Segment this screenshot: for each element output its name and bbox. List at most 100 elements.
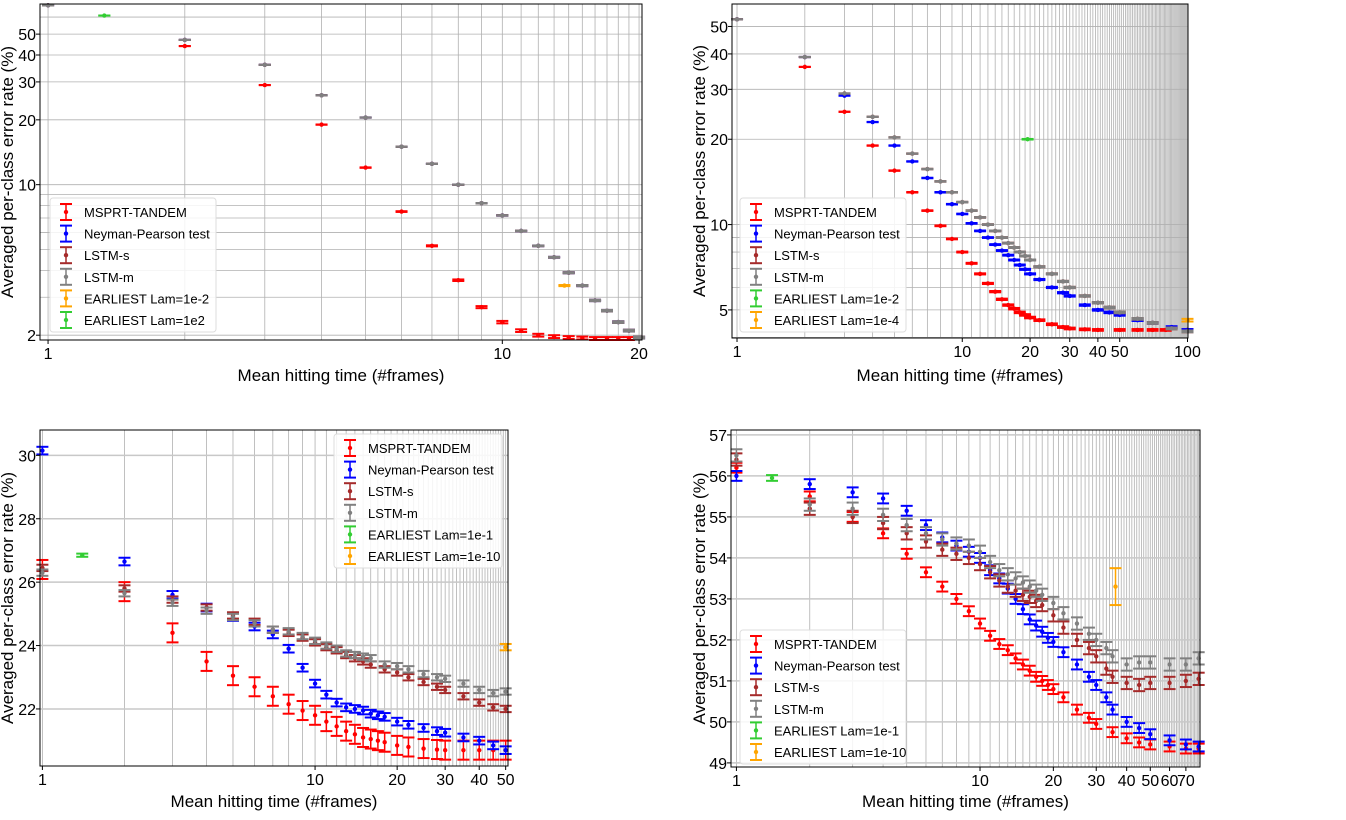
data-point: [357, 705, 370, 716]
data-point: [1016, 603, 1029, 616]
data-point: [921, 175, 934, 181]
data-point: [1024, 271, 1037, 277]
data-point: [309, 678, 322, 689]
data-point: [1179, 657, 1192, 672]
legend-entry: EARLIEST Lam=1e-10: [750, 743, 906, 761]
marker: [1110, 654, 1115, 659]
marker: [1039, 602, 1045, 608]
marker: [334, 646, 339, 651]
marker: [421, 746, 426, 751]
marker: [518, 228, 524, 234]
data-point: [487, 740, 500, 751]
data-point: [936, 580, 949, 593]
marker: [923, 531, 929, 536]
x-tick-label: 100: [1174, 344, 1201, 361]
marker: [1110, 707, 1115, 712]
data-point: [1100, 661, 1113, 676]
series-earliest-lam-1e-10: [499, 642, 512, 652]
y-tick-label: 40: [710, 47, 728, 64]
marker: [1136, 660, 1142, 665]
marker: [170, 630, 175, 636]
data-point: [457, 739, 470, 761]
data-point: [601, 308, 614, 313]
marker: [1027, 315, 1033, 320]
marker: [477, 738, 482, 743]
marker: [382, 662, 387, 667]
marker: [977, 561, 983, 567]
data-point: [1133, 722, 1146, 734]
data-point: [402, 665, 415, 674]
marker: [807, 481, 812, 487]
legend-label: Neyman-Pearson test: [84, 227, 210, 242]
data-point: [1033, 277, 1046, 282]
legend-label: EARLIEST Lam=1e-10: [774, 745, 906, 760]
data-point: [877, 507, 890, 523]
marker: [1136, 682, 1142, 688]
marker: [1167, 738, 1172, 743]
data-point: [473, 685, 486, 695]
data-point: [348, 704, 361, 714]
data-point: [730, 469, 743, 482]
legend-label: LSTM-s: [774, 680, 820, 695]
marker: [1086, 674, 1092, 680]
marker: [442, 730, 448, 735]
marker: [382, 714, 387, 720]
data-point: [1070, 616, 1083, 631]
data-point: [993, 638, 1006, 650]
marker: [375, 713, 381, 718]
marker: [399, 209, 404, 214]
marker: [286, 701, 291, 707]
data-point: [1078, 302, 1091, 308]
data-point: [425, 161, 438, 166]
legend-marker-icon: [63, 317, 69, 323]
legend-label: EARLIEST Lam=1e-1: [368, 527, 493, 542]
marker: [1086, 645, 1092, 651]
data-point: [1179, 673, 1192, 689]
data-point: [425, 243, 438, 249]
marker: [490, 690, 496, 696]
data-point: [1192, 671, 1205, 687]
marker: [1124, 680, 1129, 686]
marker: [300, 665, 305, 670]
marker: [910, 159, 915, 164]
data-point: [1090, 649, 1103, 664]
legend-marker-icon: [347, 445, 353, 451]
marker: [1061, 695, 1066, 700]
y-axis-label: Averaged per-class error rate (%): [690, 473, 709, 725]
marker: [1124, 736, 1129, 741]
data-point: [359, 115, 372, 120]
marker: [368, 711, 373, 716]
data-point: [1070, 632, 1083, 648]
data-point: [981, 222, 994, 227]
marker: [461, 747, 466, 753]
marker: [1183, 742, 1189, 747]
marker: [1060, 290, 1066, 295]
marker: [592, 298, 598, 303]
legend-marker-icon: [63, 209, 69, 215]
data-point: [1009, 571, 1022, 586]
data-point: [309, 704, 322, 726]
marker: [1051, 639, 1056, 645]
marker: [334, 700, 339, 705]
data-point: [974, 215, 987, 220]
data-point: [402, 719, 415, 730]
data-point: [633, 335, 646, 340]
data-point: [974, 228, 987, 234]
marker: [987, 570, 993, 575]
gridlines: [732, 4, 1188, 338]
legend-marker-icon: [753, 685, 759, 690]
marker: [949, 202, 955, 207]
marker: [1049, 285, 1055, 290]
marker: [429, 243, 435, 249]
marker: [1049, 322, 1055, 327]
marker: [394, 670, 400, 675]
data-point: [391, 734, 404, 756]
marker: [230, 614, 236, 620]
marker: [286, 646, 291, 651]
data-point: [974, 271, 987, 277]
data-point: [900, 504, 913, 517]
legend-entry: EARLIEST Lam=1e-4: [750, 311, 899, 329]
data-point: [1082, 640, 1095, 656]
marker: [842, 91, 847, 96]
